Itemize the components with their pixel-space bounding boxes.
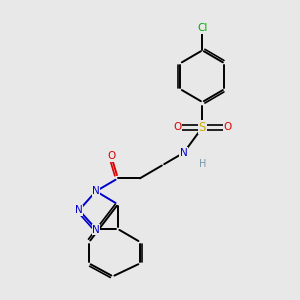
Text: N: N (180, 148, 188, 158)
Text: O: O (224, 122, 232, 132)
Text: H: H (199, 158, 206, 169)
Text: N: N (75, 205, 83, 215)
Text: N: N (92, 186, 100, 196)
Text: Cl: Cl (197, 23, 208, 33)
Text: S: S (199, 121, 206, 134)
Text: O: O (173, 122, 181, 132)
Text: N: N (92, 225, 100, 235)
Text: O: O (107, 151, 115, 161)
